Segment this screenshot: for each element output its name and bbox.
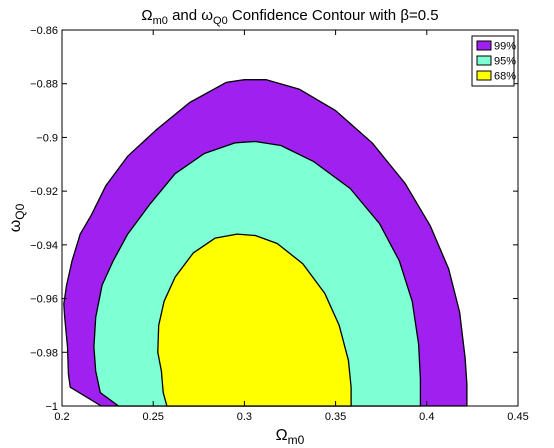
chart-title: Ωm0 and ωQ0 Confidence Contour with β=0.… xyxy=(141,7,438,27)
legend: 99% 95% 68% xyxy=(471,35,516,87)
y-tick-label: −0.92 xyxy=(30,186,58,198)
y-tick-label: −0.96 xyxy=(30,294,58,306)
y-tick-label: −0.88 xyxy=(30,79,58,91)
y-axis-label: ωQ0 xyxy=(7,203,27,232)
x-tick-label: 0.25 xyxy=(142,411,163,423)
y-label-main: ω xyxy=(7,220,24,233)
axis-ticks: 0.2 0.25 0.3 0.35 0.4 0.45 −1 −0.98 −0.96 −0.94 −0… xyxy=(30,25,529,423)
x-tick-label: 0.45 xyxy=(507,411,528,423)
x-label-sub: m0 xyxy=(288,433,305,447)
y-tick-label: −0.9 xyxy=(36,132,58,144)
x-axis-label: Ωm0 xyxy=(276,427,305,447)
legend-label: 95% xyxy=(494,56,516,68)
x-tick-label: 0.35 xyxy=(325,411,346,423)
y-tick-label: −1 xyxy=(45,401,58,413)
y-label-sub: Q0 xyxy=(13,203,27,219)
title-sub-q0: Q0 xyxy=(213,15,228,27)
title-omega-upper: Ω xyxy=(141,7,152,24)
x-label-main: Ω xyxy=(276,427,288,444)
title-omega-lower: ω xyxy=(201,7,213,24)
contour-layers xyxy=(63,79,468,407)
y-tick-label: −0.98 xyxy=(30,347,58,359)
axes-frame xyxy=(61,29,519,407)
legend-swatch xyxy=(476,70,492,81)
x-tick-label: 0.4 xyxy=(419,411,434,423)
legend-label: 68% xyxy=(494,71,516,83)
title-and: and xyxy=(168,7,201,24)
x-tick-label: 0.2 xyxy=(54,411,69,423)
legend-swatch xyxy=(476,40,492,51)
legend-swatch xyxy=(476,55,492,66)
y-tick-label: −0.86 xyxy=(30,25,58,37)
legend-label: 99% xyxy=(494,41,516,53)
y-tick-label: −0.94 xyxy=(30,240,58,252)
x-tick-label: 0.3 xyxy=(237,411,252,423)
title-rest: Confidence Contour with xyxy=(228,7,401,24)
title-beta: β=0.5 xyxy=(400,7,438,24)
title-sub-m0: m0 xyxy=(153,15,168,27)
